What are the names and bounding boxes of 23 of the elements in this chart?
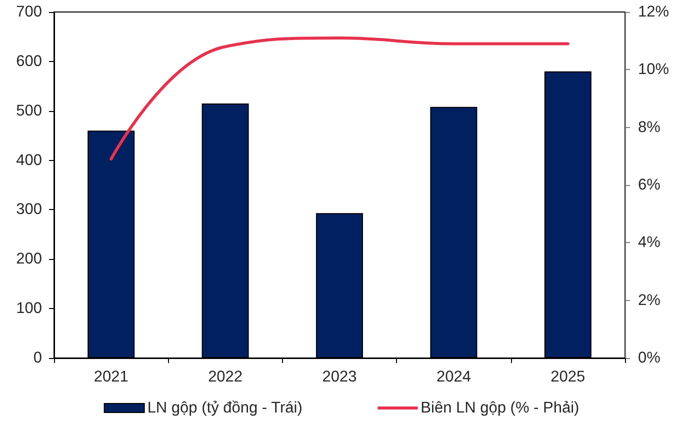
x-tick-label: 2025 — [550, 368, 586, 386]
y2-tick-label: 6% — [638, 176, 661, 194]
y-tick-label: 600 — [16, 52, 42, 70]
y-tick-label: 300 — [16, 201, 42, 218]
y2-tick-label: 8% — [638, 118, 661, 136]
y2-tick-label: 0% — [638, 350, 661, 366]
x-tick-label: 2023 — [322, 368, 357, 386]
x-tick-label: 2022 — [208, 368, 243, 386]
y-tick-label: 100 — [16, 300, 42, 318]
y-tick-label: 0 — [33, 350, 42, 366]
y-tick-label: 500 — [16, 102, 42, 120]
x-tick-label: 2021 — [94, 368, 128, 386]
legend-label: Biên LN gộp (% - Phải) — [420, 400, 580, 416]
line-series — [110, 36, 570, 161]
y-tick-label: 400 — [16, 152, 42, 169]
y-tick-label: 200 — [16, 250, 42, 268]
y2-tick-label: 2% — [638, 292, 661, 309]
x-tick-label: 2024 — [436, 368, 472, 386]
y2-tick-label: 10% — [638, 61, 670, 78]
legend-label: LN gộp (tỷ đồng - Trái) — [147, 400, 302, 416]
y-tick-label: 700 — [16, 4, 42, 20]
y2-tick-label: 12% — [638, 4, 670, 20]
y2-tick-label: 4% — [638, 234, 661, 252]
